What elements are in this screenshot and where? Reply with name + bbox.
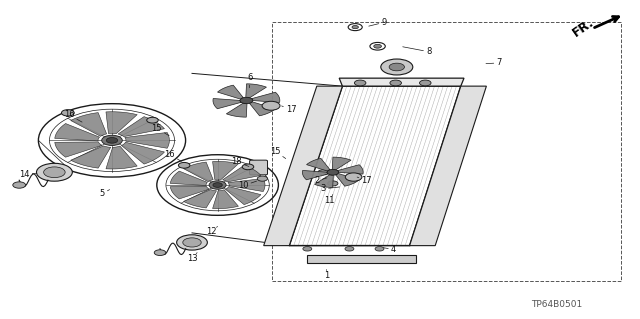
Polygon shape [332, 157, 351, 170]
Polygon shape [218, 85, 243, 99]
Text: 7: 7 [486, 58, 502, 67]
FancyBboxPatch shape [250, 160, 268, 175]
Circle shape [177, 235, 207, 250]
Polygon shape [118, 117, 164, 137]
Text: 8: 8 [403, 47, 431, 56]
Polygon shape [55, 142, 102, 157]
Polygon shape [339, 78, 464, 86]
Text: 16: 16 [64, 110, 82, 122]
Text: 15: 15 [152, 124, 169, 136]
Polygon shape [227, 103, 247, 117]
Text: 6: 6 [247, 73, 252, 88]
Circle shape [390, 80, 401, 86]
Text: 9: 9 [369, 18, 387, 27]
Circle shape [102, 135, 122, 145]
Text: 12: 12 [206, 226, 218, 235]
Text: 14: 14 [19, 170, 37, 179]
Polygon shape [307, 158, 330, 171]
Circle shape [328, 181, 338, 186]
Circle shape [389, 63, 404, 71]
Polygon shape [246, 84, 266, 98]
Circle shape [240, 97, 253, 104]
Polygon shape [223, 166, 261, 182]
Polygon shape [264, 86, 342, 246]
Polygon shape [212, 161, 239, 180]
Circle shape [355, 80, 366, 86]
Circle shape [106, 137, 118, 143]
Text: 11: 11 [324, 195, 335, 204]
Circle shape [381, 59, 413, 75]
Circle shape [420, 80, 431, 86]
Polygon shape [337, 165, 363, 174]
Polygon shape [228, 179, 265, 191]
Circle shape [346, 173, 362, 181]
Polygon shape [314, 175, 333, 187]
Polygon shape [106, 112, 137, 134]
Circle shape [352, 26, 358, 29]
Text: 13: 13 [187, 253, 197, 263]
Circle shape [36, 163, 72, 181]
Text: TP64B0501: TP64B0501 [531, 300, 582, 309]
Text: 17: 17 [357, 176, 372, 185]
Text: 15: 15 [270, 147, 285, 159]
Polygon shape [250, 102, 275, 116]
Text: 16: 16 [164, 150, 181, 161]
Circle shape [13, 182, 26, 188]
Circle shape [303, 247, 312, 251]
Polygon shape [70, 113, 107, 136]
Polygon shape [125, 132, 170, 148]
Text: 10: 10 [238, 181, 257, 190]
Polygon shape [213, 99, 241, 109]
Circle shape [213, 183, 222, 187]
Text: 4: 4 [383, 245, 396, 254]
Circle shape [327, 169, 339, 175]
Polygon shape [55, 123, 100, 141]
Circle shape [179, 162, 190, 168]
Circle shape [257, 176, 268, 181]
Polygon shape [70, 146, 111, 168]
Circle shape [345, 247, 354, 251]
Circle shape [374, 44, 381, 48]
Polygon shape [184, 189, 216, 208]
Polygon shape [335, 174, 359, 186]
Polygon shape [170, 186, 209, 199]
Polygon shape [106, 146, 137, 169]
Text: 3: 3 [321, 184, 340, 193]
Circle shape [147, 117, 158, 123]
Circle shape [375, 247, 384, 251]
Text: 1: 1 [324, 270, 329, 279]
Polygon shape [184, 162, 213, 182]
Circle shape [44, 167, 65, 178]
Circle shape [318, 170, 328, 175]
Polygon shape [252, 92, 280, 102]
Polygon shape [122, 142, 164, 164]
Polygon shape [303, 170, 328, 180]
Text: 17: 17 [282, 105, 296, 114]
Circle shape [61, 110, 74, 116]
Polygon shape [225, 187, 261, 204]
Text: 5: 5 [100, 189, 109, 198]
Circle shape [183, 238, 201, 247]
Circle shape [154, 250, 166, 256]
Polygon shape [307, 255, 416, 263]
Text: FR.: FR. [570, 15, 597, 39]
Circle shape [243, 164, 253, 170]
Circle shape [262, 101, 280, 110]
Text: 18: 18 [232, 157, 249, 167]
Text: 2: 2 [314, 176, 327, 185]
Polygon shape [212, 190, 239, 209]
Polygon shape [170, 171, 207, 185]
Polygon shape [410, 86, 486, 246]
Circle shape [209, 181, 226, 189]
